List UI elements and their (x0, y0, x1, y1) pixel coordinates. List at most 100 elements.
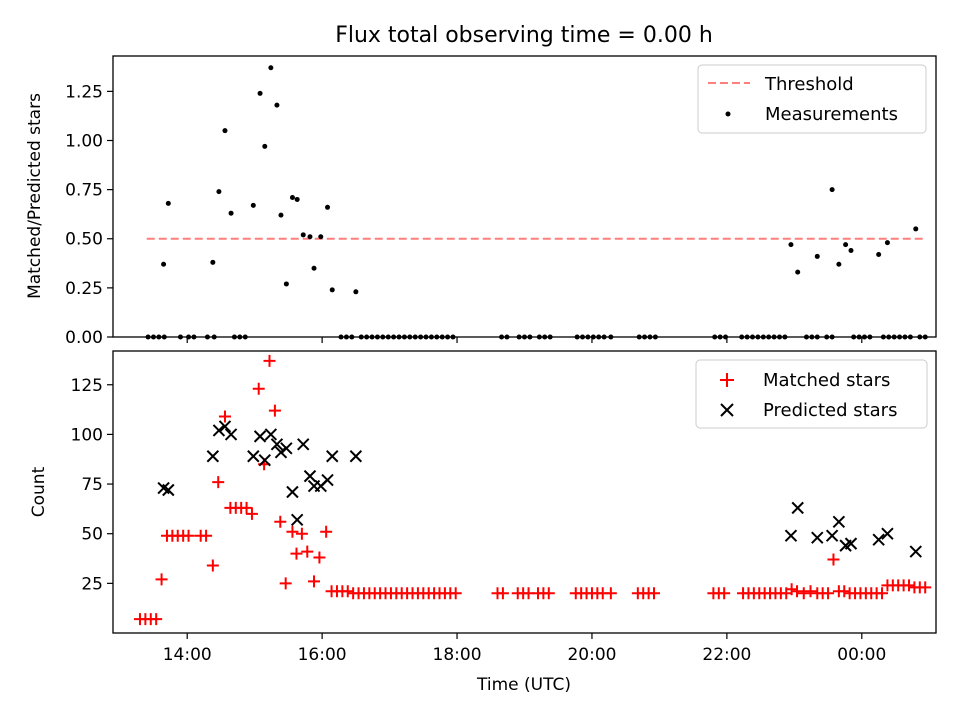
measurement-point (829, 187, 835, 193)
top-x-ticks (186, 337, 863, 343)
matched-star-point (791, 585, 804, 598)
bottom-y-axis-label: Count (29, 466, 49, 517)
matched-star-point (308, 575, 321, 588)
measurement-point (788, 242, 794, 248)
top-y-tick-label: 0.00 (65, 328, 103, 348)
bottom-panel: Count Time (UTC) 25 50 75 100 125 14:00 16:00… (29, 350, 937, 695)
measurements-legend-swatch (725, 111, 731, 117)
matched-star-point (182, 529, 195, 542)
measurement-point (262, 143, 268, 149)
x-tick-label: 16:00 (298, 645, 347, 665)
matched-star-point (496, 587, 509, 600)
matched-star-point (218, 410, 231, 423)
matched-star-point (200, 529, 213, 542)
measurement-point (814, 253, 820, 259)
matched-star-point (295, 527, 308, 540)
measurement-point (210, 259, 216, 265)
top-legend-box (697, 64, 927, 134)
top-legend: Threshold Measurements (697, 64, 927, 134)
matched-star-point (263, 354, 276, 367)
matched-star-point (150, 613, 163, 626)
matched-star-point (648, 587, 661, 600)
measurement-point (311, 265, 317, 271)
matched-star-point (245, 507, 258, 520)
measurement-point (268, 65, 274, 71)
predicted-star-point (224, 428, 238, 441)
matched-star-point (604, 587, 617, 600)
top-panel: Flux total observing time = 0.00 h Match… (25, 23, 937, 348)
measurement-point (216, 189, 222, 195)
predicted-star-point (326, 450, 339, 463)
predicted-star-point (784, 529, 798, 542)
predicted-star-point (264, 428, 278, 441)
predicted-star-point (270, 438, 284, 451)
measurement-point (250, 202, 256, 208)
measurement-point (165, 200, 171, 206)
matched-legend-swatch (720, 373, 734, 387)
bottom-y-tick-label: 125 (71, 376, 103, 396)
predicted-star-point (253, 430, 267, 443)
predicted-legend-swatch (720, 403, 734, 417)
bottom-x-ticks: 14:00 16:00 18:00 20:00 22:00 00:00 (163, 633, 886, 665)
matched-star-point (838, 585, 851, 598)
predicted-star-point (212, 424, 226, 437)
matched-star-point (785, 583, 798, 596)
matched-star-point (804, 585, 817, 598)
measurement-point (222, 128, 228, 134)
predicted-star-point (286, 485, 299, 499)
x-tick-label: 22:00 (702, 645, 751, 665)
top-y-tick-label: 0.75 (65, 181, 103, 201)
measurement-point (294, 196, 300, 202)
predicted-star-point (258, 454, 271, 467)
top-y-tick-label: 0.50 (65, 230, 103, 250)
matched-star-point (240, 501, 253, 514)
measurement-point (836, 261, 842, 267)
measurement-point (274, 102, 280, 108)
top-y-axis-label: Matched/Predicted stars (25, 93, 45, 299)
matched-star-point (718, 587, 731, 600)
top-y-tick-label: 1.00 (65, 131, 103, 151)
predicted-star-point (909, 545, 922, 558)
top-y-tick-label: 0.25 (65, 279, 103, 299)
x-tick-label: 20:00 (567, 645, 616, 665)
measurements-legend-label: Measurements (765, 104, 898, 125)
chart-title: Flux total observing time = 0.00 h (335, 23, 713, 48)
predicted-star-point (791, 501, 804, 515)
predicted-star-point (297, 438, 310, 451)
matched-star-point (822, 587, 835, 600)
threshold-legend-label: Threshold (764, 74, 854, 95)
x-tick-label: 00:00 (837, 645, 886, 665)
matched-star-point (155, 573, 168, 586)
matched-star-point (301, 545, 314, 558)
measurement-point (913, 226, 919, 232)
measurement-point (161, 261, 167, 267)
matched-star-points (133, 354, 932, 626)
predicted-star-point (303, 469, 317, 483)
x-tick-label: 18:00 (433, 645, 482, 665)
predicted-legend-label: Predicted stars (763, 400, 897, 421)
matched-legend-label: Matched stars (763, 370, 890, 391)
matched-star-point (279, 577, 292, 590)
measurement-point (278, 212, 284, 218)
bottom-axes-frame (112, 350, 937, 634)
bottom-y-tick-label: 75 (81, 475, 103, 495)
measurement-point (257, 90, 263, 96)
measurement-point (300, 232, 306, 238)
predicted-star-point (844, 537, 858, 550)
measurement-point (307, 234, 313, 240)
predicted-star-point (832, 515, 846, 528)
matched-star-point (876, 587, 889, 600)
predicted-star-point (162, 483, 175, 497)
bottom-legend: Matched stars Predicted stars (695, 359, 928, 429)
matched-star-point (827, 553, 840, 566)
predicted-star-points (157, 420, 922, 558)
measurement-point (848, 248, 854, 254)
predicted-star-point (825, 529, 839, 542)
matched-star-point (206, 559, 219, 572)
measurement-point (884, 240, 890, 246)
predicted-star-point (280, 442, 293, 455)
measurement-point (228, 210, 234, 216)
predicted-star-point (349, 450, 363, 463)
top-y-ticks: 0.00 0.25 0.50 0.75 1.00 1.25 (65, 82, 113, 348)
